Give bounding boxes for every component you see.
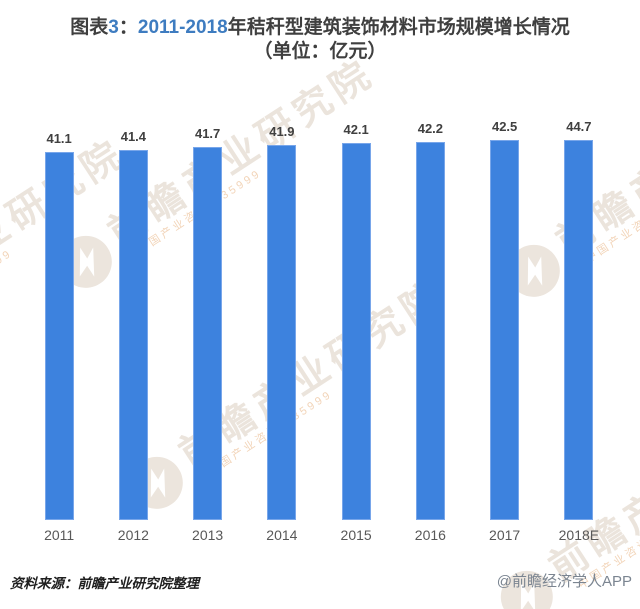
bar-value-label: 41.4 <box>120 128 147 144</box>
bar <box>267 145 297 520</box>
bar-column: 42.2 2016 <box>393 120 467 542</box>
bar <box>415 142 445 520</box>
bar-value-label: 41.9 <box>269 124 295 140</box>
bar-value-label: 42.1 <box>343 122 369 138</box>
bar <box>193 146 223 520</box>
title-segment: 图表 <box>70 17 109 38</box>
bar-value-label: 42.5 <box>491 119 518 134</box>
x-axis-label: 2013 <box>192 527 224 543</box>
bar-value-label: 42.2 <box>417 121 444 137</box>
bar-column: 41.7 2013 <box>171 120 245 542</box>
chart-title-line2-unit: （单位：亿元） <box>253 41 387 62</box>
bar-series: 41.1 2011 41.4 2012 41.7 2013 41.9 2014 … <box>22 119 616 543</box>
bar-value-label: 41.7 <box>194 125 221 141</box>
bar <box>44 152 74 520</box>
x-axis-label: 2014 <box>266 527 298 543</box>
x-axis-label: 2017 <box>489 527 521 543</box>
x-axis-label: 2018E <box>558 527 600 543</box>
bar-column: 44.7 2018E <box>542 119 616 542</box>
title-segment-number: 3 <box>108 17 119 38</box>
plot-area: 41.1 2011 41.4 2012 41.7 2013 41.9 2014 … <box>22 119 616 543</box>
bar-column: 41.4 2012 <box>96 120 170 543</box>
app-credit: @前瞻经济学人APP <box>496 573 632 590</box>
bar <box>118 149 148 520</box>
data-source-note: 资料来源：前瞻产业研究院整理 <box>10 576 199 591</box>
x-axis-label: 2016 <box>414 527 446 543</box>
bar-column: 41.1 2011 <box>22 120 96 542</box>
bar-value-label: 44.7 <box>566 119 592 134</box>
chart-title-line1: 图表3：2011-2018年秸秆型建筑装饰材料市场规模增长情况 <box>0 16 640 40</box>
bar-column: 41.9 2014 <box>245 120 319 542</box>
chart-title: 图表3：2011-2018年秸秆型建筑装饰材料市场规模增长情况 （单位：亿元） <box>0 16 640 64</box>
bar <box>564 140 594 520</box>
bar-column: 42.1 2015 <box>319 120 393 542</box>
x-axis-label: 2011 <box>44 527 75 543</box>
bar <box>490 140 520 520</box>
bar-value-label: 41.1 <box>46 131 72 147</box>
x-axis-label: 2012 <box>117 527 149 543</box>
bar <box>341 143 371 520</box>
bar-column: 42.5 2017 <box>468 119 542 542</box>
x-axis-label: 2015 <box>340 527 372 543</box>
title-segment: 年秸秆型建筑装饰材料市场规模增长情况 <box>227 17 570 38</box>
title-segment-years: 2011-2018 <box>137 17 228 38</box>
title-segment: ： <box>118 17 138 38</box>
